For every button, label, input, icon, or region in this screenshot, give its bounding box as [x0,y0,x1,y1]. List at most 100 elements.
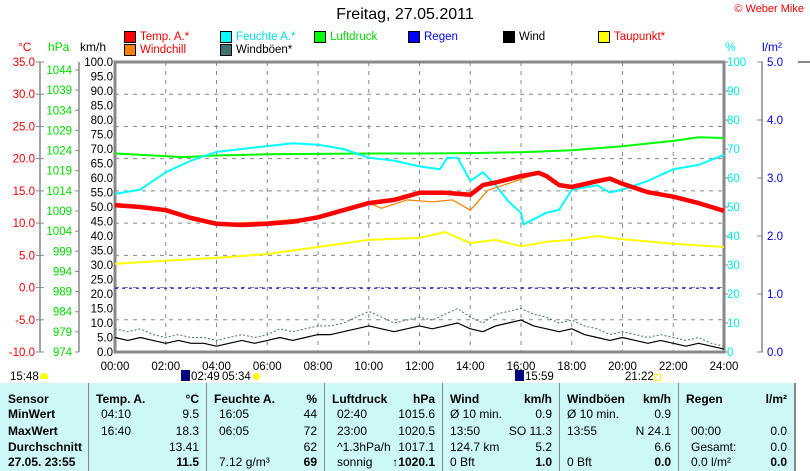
x-tick-label: 10:00 [354,361,383,373]
legend-item: Wind [503,31,545,43]
table-cell-value: 0.0 [770,455,787,469]
table-cell-value: 1015.6 [398,407,435,421]
pressure-tick-label: 1034 [46,105,72,117]
table-cell-value: 1.0 [535,455,552,469]
table-column-temp-a: Temp. A. °C 04:10 9.5 16:40 18.3 13.41 11.5 [88,383,207,471]
humidity-tick-label: 100 [727,57,746,69]
table-cell-label: 124.7 km [450,440,500,454]
table-cell-label: Ø 10 min. [567,407,620,421]
wind-tick-label: 20.0 [91,289,113,301]
row-label: MinWert [8,407,56,421]
column-unit: % [306,392,317,406]
wind-tick-label: 100.0 [84,57,113,69]
legend-label: Windböen* [236,44,293,56]
table-column-luftdruck: Luftdruck hPa 02:40 1015.6 23:00 1020.5 ^1.3hP… [324,383,443,471]
table-cell-value: 0.0 [654,455,671,469]
column-unit: l/m² [765,392,787,406]
pressure-tick-label: 1029 [46,125,72,137]
legend-swatch-icon [408,31,420,43]
humidity-tick-label: 40 [727,231,740,243]
wind-tick-label: 70.0 [91,144,113,156]
table-cell-label: 0 Bft [450,455,475,469]
table-cell-label: 00:00 [691,424,722,438]
moonset-time: 15:48 [10,371,39,383]
table-cell-value: N 24.1 [635,424,671,438]
legend-label: Regen [424,31,458,43]
table-cell-value: 1020.5 [398,424,435,438]
moon-phase-icon [181,370,190,381]
humidity-tick-label: 10 [727,318,740,330]
column-unit: km/h [523,392,552,406]
legend-label: Windchill [140,44,187,56]
table-cell-label: 04:10 [101,407,132,421]
wind-tick-label: 50.0 [91,202,113,214]
wind-tick-label: 90.0 [91,86,113,98]
series-line-temp-a [114,170,725,228]
legend-label: Wind [519,31,546,43]
row-label: 27.05. 23:55 [8,455,76,469]
column-header: Windböen [567,392,625,406]
wind-axis-unit: km/h [80,40,107,54]
statistics-table: Sensor MinWert MaxWert Durchschnitt 27.05. 2… [0,383,795,471]
wind-tick-label: 65.0 [91,159,113,171]
table-cell-label: 0.0 l/m² [691,455,732,469]
humidity-tick-label: 60 [727,173,740,185]
x-tick-label: 14:00 [456,361,485,373]
temp-tick-label: 25.0 [13,121,35,133]
x-tick-label: 08:00 [304,361,333,373]
table-cell-value: SO 11.3 [508,424,552,438]
wind-tick-label: 25.0 [91,275,113,287]
legend-swatch-icon [124,31,136,43]
legend-swatch-icon [124,44,136,56]
row-label: Durchschnitt [8,440,83,454]
series-line-taupunkt [114,231,725,265]
wind-tick-label: 80.0 [91,115,113,127]
row-label: MaxWert [8,424,58,438]
legend-item: Taupunkt* [598,31,665,43]
wind-tick-label: 5.0 [97,333,113,345]
legend-swatch-icon [220,44,232,56]
table-cell-value: 69 [303,455,317,469]
legend-swatch-icon [314,31,326,43]
temp-tick-label: 0.0 [19,283,35,295]
rain-tick-label: 5.0 [767,57,783,69]
column-header: Regen [686,392,723,406]
table-cell-value: 72 [303,424,317,438]
temp-axis-unit: °C [18,40,32,54]
legend-item: Feuchte A.* [220,31,295,43]
table-cell-value: 18.3 [175,424,199,438]
x-tick-label: 04:00 [202,361,231,373]
x-tick-label: 06:00 [253,361,282,373]
table-cell-value: 11.5 [176,455,199,469]
pressure-tick-label: 1019 [46,166,72,178]
rain-tick-label: 3.0 [767,173,783,185]
table-cell-label: 7.12 g/m³ [219,455,270,469]
moon-time: 15:59 [525,371,554,383]
humidity-tick-label: 90 [727,86,740,98]
chart-title: Freitag, 27.05.2011 [336,6,474,23]
table-cell-value: 44 [303,407,317,421]
table-cell-value: 0.9 [535,407,552,421]
table-cell-label: 16:05 [219,407,250,421]
pressure-tick-label: 1014 [46,186,72,198]
legend-item: Windchill [124,44,186,56]
temp-tick-label: -10.0 [9,347,35,359]
table-cell-value: 9.5 [182,407,199,421]
column-header: Temp. A. [96,392,146,406]
rain-tick-label: 2.0 [767,231,783,243]
temp-tick-label: 30.0 [13,89,35,101]
column-header: Wind [450,392,480,406]
wind-tick-label: 45.0 [91,217,113,229]
x-tick-label: 00:00 [101,361,130,373]
table-column-regen: Regen l/m² 00:00 0.0 Gesamt: 0.0 0.0 l/m² 0.0 [678,383,795,471]
table-column-windb-en: Windböen km/h Ø 10 min. 0.9 13:55 N 24.1 6.6 0 … [559,383,679,471]
wind-tick-label: 0.0 [97,347,113,359]
x-tick-label: 22:00 [659,361,688,373]
rain-axis-unit: l/m² [762,40,782,54]
column-unit: hPa [412,392,435,406]
temp-tick-label: -5.0 [15,315,35,327]
legend-swatch-icon [503,31,515,43]
pressure-tick-label: 1009 [46,206,72,218]
